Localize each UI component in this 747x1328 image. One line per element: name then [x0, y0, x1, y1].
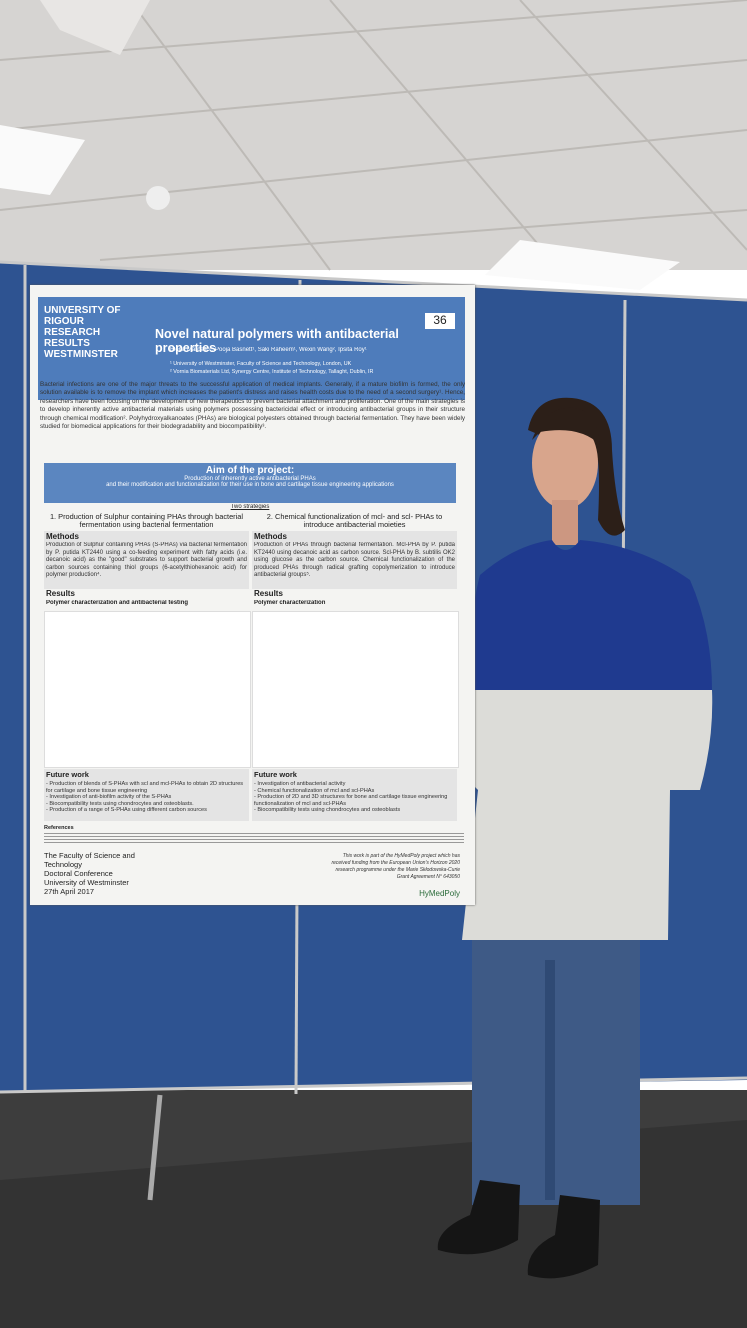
ceiling-light: [0, 125, 85, 195]
aim-heading: Aim of the project:: [205, 465, 295, 476]
future-heading: Future work: [254, 770, 297, 779]
strategies: Two strategies: [230, 504, 270, 510]
future-item: - Production of blends of S-PHAs with sc…: [46, 781, 244, 794]
future-item: - Biocompatibility tests using chondrocy…: [46, 800, 194, 807]
affiliation: ² Vornia Biomaterials Ltd, Synergy Centr…: [170, 369, 374, 375]
methods-heading: Methods: [46, 532, 79, 541]
header-band: [38, 297, 465, 400]
brand: HyMedPoly: [419, 889, 460, 898]
poster-title: Novel natural polymers with antibacteria…: [155, 327, 399, 355]
methods-text: Production of PHAs through bacterial fer…: [254, 542, 455, 579]
ceiling-light: [485, 240, 680, 290]
future-item: - Production of 2D and 3D structures for…: [254, 794, 448, 807]
future-box: [252, 769, 457, 821]
future-item: - Investigation of anti-biofilm activity…: [46, 794, 172, 801]
logo: UNIVERSITY OF RIGOUR RESEARCH RESULTS WE…: [44, 305, 144, 360]
future-item: - Production of a range of S-PHAs using …: [46, 807, 207, 814]
future-list: - Investigation of antibacterial activit…: [254, 781, 455, 821]
affiliations: ¹ University of Westminster, Faculty of …: [170, 360, 460, 376]
future-heading: Future work: [46, 770, 89, 779]
logo-line: WESTMINSTER: [44, 349, 118, 360]
results-sub: Polymer characterization and antibacteri…: [46, 600, 189, 606]
methods-heading: Methods: [254, 532, 287, 541]
affiliation: ¹ University of Westminster, Faculty of …: [170, 361, 352, 367]
results-heading: Results: [46, 589, 75, 598]
vent: [40, 0, 150, 55]
references-text: [44, 833, 464, 843]
authors: Elena Marcello¹, Pooja Basnett¹, Saki Ra…: [170, 347, 367, 353]
references-heading: References: [44, 825, 74, 831]
future-item: - Chemical functionalization of mcl and …: [254, 787, 375, 794]
poster: 36 UNIVERSITY OF RIGOUR RESEARCH RESULTS…: [30, 285, 475, 905]
footer-line: 27th April 2017: [44, 887, 95, 896]
funding: This work is part of the HyMedPoly proje…: [331, 853, 460, 880]
future-item: - Investigation of antibacterial activit…: [254, 781, 346, 787]
footer-left: The Faculty of Science and Technology Do…: [44, 851, 184, 896]
intro: Bacterial infections are one of the majo…: [40, 381, 465, 431]
future-list: - Production of blends of S-PHAs with sc…: [46, 781, 247, 821]
smoke-detector: [146, 186, 170, 210]
logo-line: UNIVERSITY OF: [44, 305, 121, 316]
figure-panel: [44, 611, 251, 768]
results-sub: Polymer characterization: [254, 600, 326, 606]
logo-line: RESULTS: [44, 338, 90, 349]
footer-line: The Faculty of Science and: [44, 851, 135, 860]
footer-line: University of Westminster: [44, 878, 129, 887]
results-heading: Results: [254, 589, 283, 598]
person: [437, 397, 713, 1279]
logo-line: RIGOUR: [44, 316, 84, 327]
column-heading: 1. Production of Sulphur containing PHAs…: [49, 513, 244, 530]
logo-line: RESEARCH: [44, 327, 101, 338]
column-heading: 2. Chemical functionalization of mcl- an…: [266, 513, 443, 530]
aim-band: Aim of the project: Production of inhere…: [44, 463, 456, 503]
ceiling-grid: [0, 0, 747, 271]
poster-number: 36: [425, 313, 455, 329]
footer-line: Technology: [44, 860, 82, 869]
future-box: [44, 769, 249, 821]
figure-panel: [252, 611, 459, 768]
aim-line: Production of inherently active antibact…: [184, 476, 316, 482]
methods-box: [44, 531, 249, 589]
future-item: - Biocompatibility tests using chondrocy…: [254, 807, 401, 814]
methods-text: Production of Sulphur containing PHAs (S…: [46, 542, 247, 579]
methods-box: [252, 531, 457, 589]
aim-line: and their modification and functionaliza…: [106, 482, 394, 488]
footer-line: Doctoral Conference: [44, 869, 113, 878]
